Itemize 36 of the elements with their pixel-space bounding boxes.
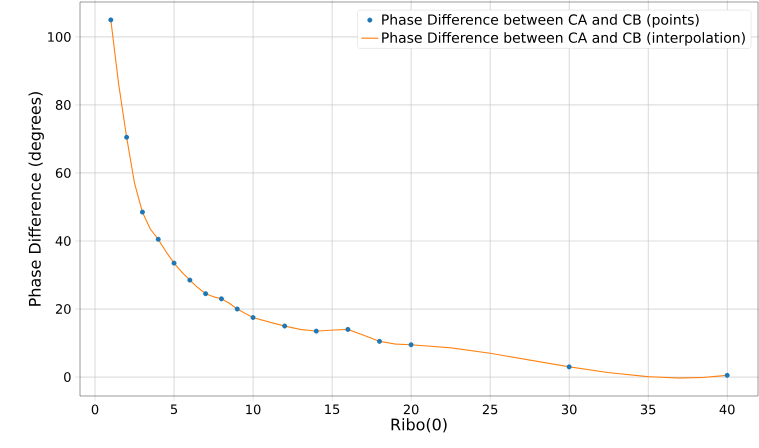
point <box>156 236 161 242</box>
point <box>377 338 382 344</box>
point <box>218 296 224 302</box>
x-tick-label: 5 <box>170 404 178 414</box>
y-tick-label: 40 <box>56 236 71 246</box>
point <box>724 372 730 378</box>
legend-label: Phase Difference between CA and CB (points) <box>382 14 699 28</box>
y-tick-label: 80 <box>56 100 71 110</box>
point <box>172 260 177 266</box>
y-tick-label: 100 <box>48 32 71 42</box>
x-tick-label: 15 <box>325 404 340 414</box>
point <box>408 342 414 348</box>
x-tick-label: 35 <box>640 404 656 414</box>
x-tick-label: 40 <box>720 404 735 414</box>
x-tick-label: 10 <box>246 404 260 414</box>
x-axis-title: Ribo(0) <box>392 418 447 432</box>
x-tick-label: 0 <box>92 404 98 414</box>
point <box>108 17 114 22</box>
point <box>187 278 192 283</box>
point <box>282 324 288 329</box>
point <box>124 134 130 140</box>
point <box>250 315 256 320</box>
point <box>345 326 350 332</box>
x-tick-label: 20 <box>404 404 418 414</box>
y-tick-label: 60 <box>56 168 71 178</box>
y-axis-title: Phase Difference (degrees) <box>28 92 44 306</box>
point <box>314 328 319 334</box>
point <box>566 364 572 370</box>
legend-label: Phase Difference between CA and CB (interpolation) <box>382 32 745 46</box>
x-tick-label: 25 <box>482 404 498 414</box>
y-tick-label: 0 <box>64 372 71 382</box>
point <box>234 306 240 312</box>
x-tick-label: 30 <box>562 404 577 414</box>
y-tick-label: 20 <box>56 304 71 314</box>
point <box>140 210 145 215</box>
point <box>203 291 208 296</box>
